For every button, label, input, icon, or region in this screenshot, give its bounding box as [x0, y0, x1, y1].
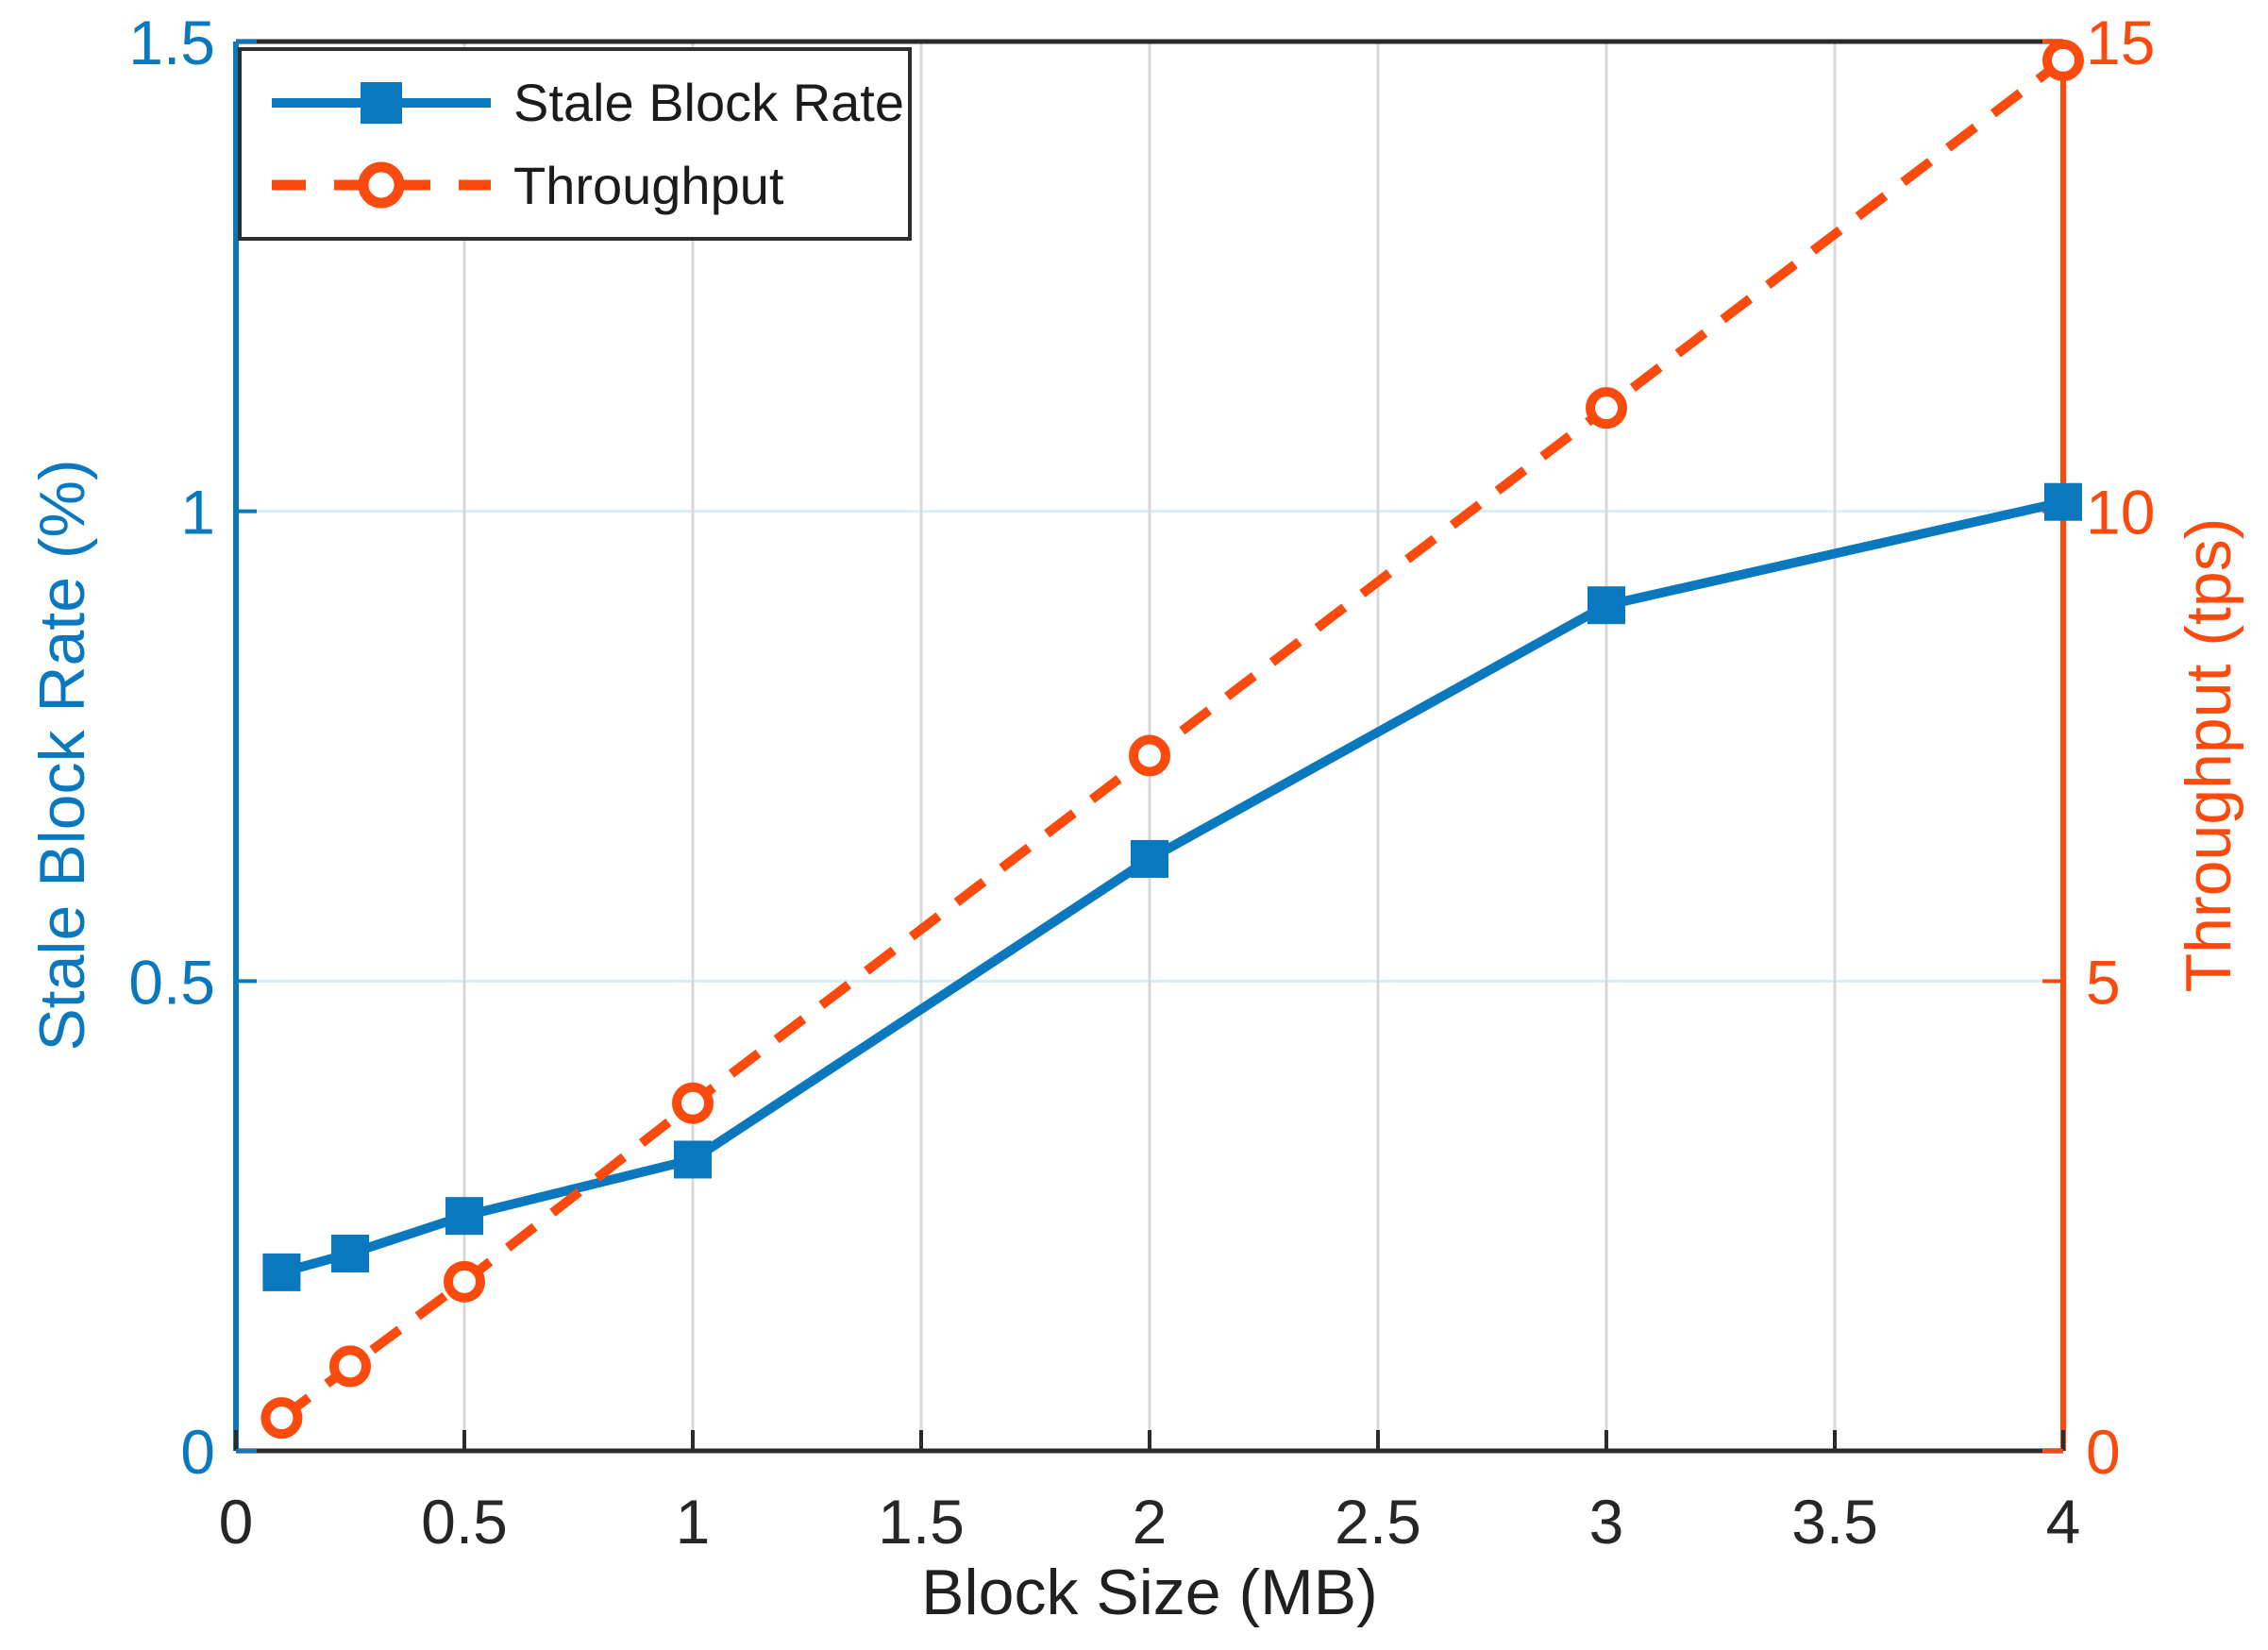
legend-box: Stale Block Rate Throughput — [238, 47, 912, 241]
left-tick-label: 0 — [180, 1417, 215, 1487]
right-tick-label: 0 — [2086, 1417, 2121, 1487]
stale-data-point-marker — [331, 1234, 369, 1272]
throughput-data-point-marker — [1129, 734, 1170, 777]
throughput-data-point-marker — [1586, 387, 1627, 429]
legend-square-marker-icon — [361, 81, 402, 124]
series-line-stale-block-rate — [280, 497, 2065, 1277]
right-tick-label: 5 — [2086, 947, 2121, 1017]
left-tick-label: 1 — [180, 478, 215, 547]
stale-data-point-marker — [2044, 482, 2082, 521]
stale-data-point-marker — [1588, 586, 1625, 625]
x-tick-label: 2 — [1133, 1487, 1168, 1557]
left-axis-title: Stale Block Rate (%) — [26, 459, 98, 1052]
series-line-throughput — [278, 56, 2067, 1423]
x-tick-label: 3 — [1589, 1487, 1624, 1557]
legend-item-stale-block-rate: Stale Block Rate — [268, 72, 908, 133]
x-tick-label: 0 — [219, 1487, 254, 1557]
x-tick-label: 4 — [2046, 1487, 2081, 1557]
throughput-data-point-marker — [329, 1345, 371, 1388]
stale-data-point-marker — [1131, 839, 1168, 878]
x-tick-label: 2.5 — [1335, 1487, 1421, 1557]
left-tick-label: 1.5 — [128, 8, 215, 77]
right-axis-title: Throughput (tps) — [2173, 517, 2244, 993]
stale-data-point-marker — [674, 1140, 712, 1179]
right-tick-label: 10 — [2086, 478, 2155, 547]
left-tick-label: 0.5 — [128, 947, 215, 1017]
x-tick-label: 0.5 — [421, 1487, 508, 1557]
right-tick-label: 15 — [2086, 8, 2155, 77]
x-tick-label: 3.5 — [1791, 1487, 1878, 1557]
legend-sample-solid-square-icon — [272, 81, 491, 124]
throughput-data-point-marker — [672, 1082, 714, 1124]
legend-label-stale-block-rate: Stale Block Rate — [513, 73, 904, 133]
x-axis-title: Block Size (MB) — [921, 1557, 1378, 1628]
throughput-data-point-marker — [444, 1260, 485, 1303]
stale-data-point-marker — [445, 1197, 483, 1236]
legend-sample-dashed-circle-icon — [272, 161, 491, 209]
throughput-data-point-marker — [2042, 39, 2084, 81]
stale-data-point-marker — [262, 1253, 301, 1291]
legend-item-throughput: Throughput — [268, 155, 908, 216]
throughput-data-point-marker — [260, 1397, 303, 1440]
legend-circle-marker-icon — [358, 161, 405, 209]
x-tick-label: 1.5 — [878, 1487, 965, 1557]
x-tick-label: 1 — [676, 1487, 711, 1557]
legend-label-throughput: Throughput — [513, 155, 784, 215]
